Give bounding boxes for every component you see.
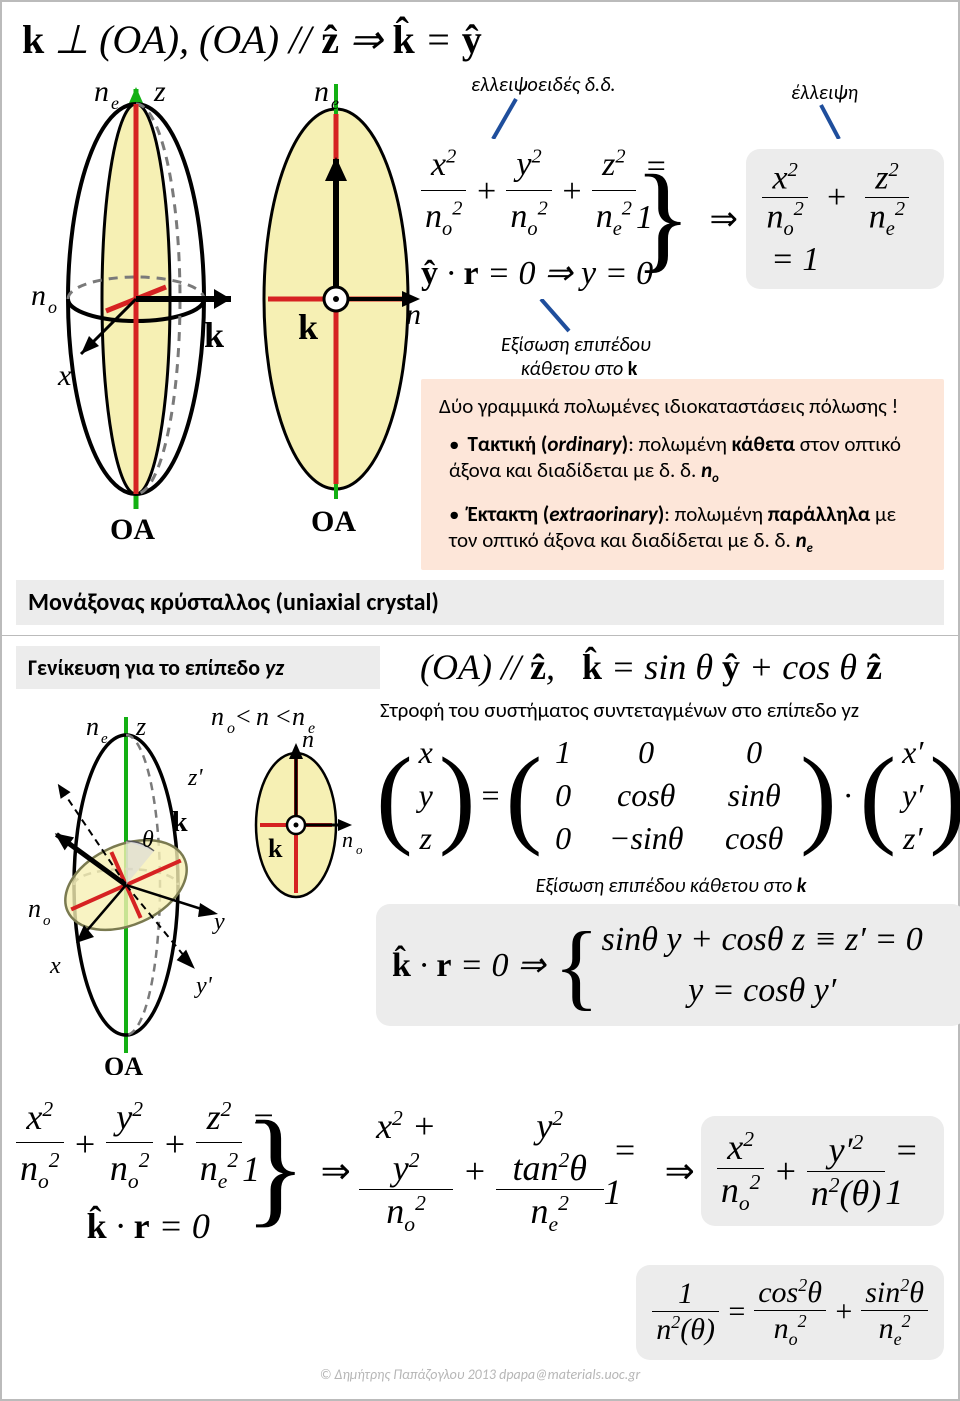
svg-text:<: < — [236, 702, 251, 731]
svg-text:k: k — [268, 834, 283, 863]
svg-text:OA: OA — [104, 1052, 143, 1075]
svg-text:x: x — [57, 359, 72, 392]
svg-text:k: k — [172, 807, 188, 838]
polarization-box: Δύο γραμμικά πολωμένες ιδιοκαταστάσεις π… — [421, 379, 944, 569]
svg-text:n: n — [86, 712, 99, 741]
svg-text:<: < — [276, 702, 291, 731]
rotation-matrix: ( xyz ) = ( 100 0cosθsinθ 0−sinθcosθ ) ·… — [376, 731, 960, 861]
svg-text:n: n — [31, 279, 46, 312]
svg-text:θ: θ — [142, 827, 154, 853]
svg-text:n: n — [314, 75, 329, 108]
svg-text:o: o — [48, 297, 57, 317]
annot-ellipse: έλλειψη — [791, 81, 858, 105]
svg-text:y: y — [212, 909, 225, 935]
crystal-type-bar: Μονάξονας κρύσταλλος (uniaxial crystal) — [16, 580, 944, 625]
svg-text:n: n — [302, 727, 314, 753]
svg-text:z: z — [153, 75, 166, 108]
k-general-eq: (OA) // ẑ, k̂ = sin θ ŷ + cos θ ẑ — [420, 646, 882, 688]
svg-text:o: o — [227, 720, 235, 737]
svg-text:e: e — [331, 93, 339, 113]
panel1-equations: ελλειψοειδές δ.δ. έλλειψη x2no2 + y2no2 … — [421, 69, 944, 570]
derivation-row: x2no2 + y2no2 + z2ne2 = 1 k̂ · r = 0 } ⇒… — [16, 1092, 944, 1251]
svg-text:o: o — [356, 842, 363, 857]
orange-title: Δύο γραμμικά πολωμένες ιδιοκαταστάσεις π… — [439, 393, 926, 419]
svg-text:κάθετου στο k: κάθετου στο k — [521, 357, 638, 379]
plane-eq-box: k̂ · r = 0 ⇒ { sinθ y + cosθ z ≡ z′ = 0 … — [376, 904, 960, 1026]
svg-text:e: e — [111, 93, 119, 113]
svg-text:o: o — [43, 913, 51, 929]
panel2-diagrams: no < n < ne — [16, 695, 376, 1080]
svg-text:n: n — [28, 894, 41, 923]
orange-b2: Έκτακτη (extraorinary): πολωμένη παράλλη… — [449, 501, 926, 556]
orange-b1: Τακτική (ordinary): πολωμένη κάθετα στον… — [449, 431, 926, 486]
svg-text:k: k — [204, 315, 224, 355]
svg-text:k: k — [298, 307, 318, 347]
svg-text:n: n — [94, 75, 109, 108]
annot-ellipsoid: ελλειψοειδές δ.δ. — [471, 73, 616, 97]
panel1-diagrams: no ne z x k OA — [16, 69, 421, 570]
svg-text:n: n — [256, 702, 269, 731]
plane-caption: Εξίσωση επιπέδου κάθετου στο k — [376, 874, 960, 898]
svg-text:OA: OA — [311, 505, 356, 538]
headline-equation: k ⊥ (OA), (OA) // ẑ ⇒ k̂ = ŷ — [22, 16, 944, 63]
svg-text:n: n — [406, 298, 421, 331]
panel-2: Γενίκευση για το επίπεδο yz (OA) // ẑ, k… — [1, 636, 959, 1400]
svg-text:e: e — [101, 731, 108, 747]
svg-text:y': y' — [194, 973, 213, 999]
svg-text:n: n — [211, 702, 224, 731]
n-theta-def: 1n2(θ) = cos2θno2 + sin2θne2 — [636, 1265, 944, 1360]
footer: © Δημήτρης Παπάζογλου 2013 dpapa@materia… — [16, 1360, 944, 1389]
svg-text:x: x — [49, 953, 61, 979]
generalization-bar: Γενίκευση για το επίπεδο yz — [16, 646, 380, 689]
svg-text:z: z — [135, 712, 146, 741]
rotation-caption: Στροφή του συστήματος συντεταγμένων στο … — [380, 697, 960, 723]
svg-text:n: n — [342, 827, 353, 852]
panel-1: k ⊥ (OA), (OA) // ẑ ⇒ k̂ = ŷ — [1, 1, 959, 636]
svg-text:Εξίσωση επιπέδου: Εξίσωση επιπέδου — [501, 333, 651, 357]
svg-text:OA: OA — [110, 513, 155, 546]
svg-text:z': z' — [187, 765, 203, 791]
